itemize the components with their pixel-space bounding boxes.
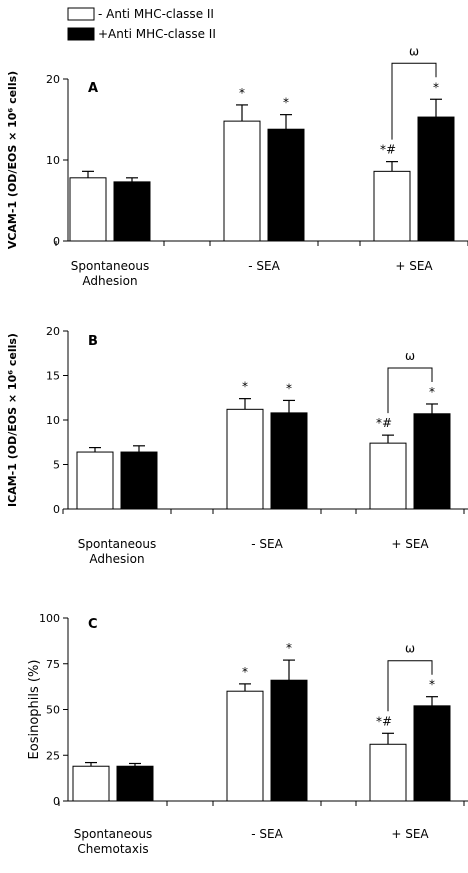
- bar: [116, 765, 154, 802]
- x-tick-label: - SEA: [251, 537, 283, 551]
- y-tick-label: 15: [46, 370, 60, 383]
- y-tick-label: 100: [39, 612, 60, 625]
- significance-marker: *: [433, 80, 439, 94]
- legend-label-open: - Anti MHC-classe II: [98, 7, 214, 21]
- panel-label: B: [88, 334, 98, 349]
- bar: [223, 120, 261, 242]
- significance-marker: *: [242, 665, 248, 679]
- legend-swatch-open: [67, 7, 95, 21]
- significance-marker: *: [286, 381, 292, 395]
- bar: [270, 412, 308, 510]
- bar: [413, 705, 451, 802]
- x-tick-label-line: Adhesion: [89, 552, 144, 566]
- bracket-label: ω: [405, 642, 415, 656]
- bar: [417, 116, 455, 242]
- significance-marker: *: [239, 86, 245, 100]
- comparison-bracket: [387, 367, 433, 414]
- panel-label: A: [88, 81, 98, 96]
- bar: [270, 679, 308, 802]
- significance-marker: *: [429, 385, 435, 399]
- x-tick-label: - SEA: [248, 259, 280, 273]
- bar: [226, 690, 264, 802]
- x-tick-label-line: - SEA: [248, 259, 280, 273]
- y-tick-label: 10: [46, 414, 60, 427]
- y-axis-title: VCAM-1 (OD/EOS × 10⁶ cells): [6, 71, 19, 249]
- y-tick-label: 25: [46, 749, 60, 762]
- bar: [226, 408, 264, 510]
- panel-label: C: [88, 617, 98, 632]
- bar: [267, 128, 305, 242]
- x-tick-label-line: + SEA: [391, 537, 429, 551]
- y-axis-title: Eosinophils (%): [27, 660, 42, 760]
- x-tick-label: + SEA: [391, 827, 429, 841]
- bar: [120, 451, 158, 510]
- x-tick-label-line: Spontaneous: [71, 259, 149, 273]
- x-tick-label: Spontaneous Chemotaxis: [74, 827, 152, 856]
- x-tick-label-line: Spontaneous: [78, 537, 156, 551]
- x-tick-label: Spontaneous Adhesion: [71, 259, 149, 288]
- x-tick-label: - SEA: [251, 827, 283, 841]
- legend-label-filled: +Anti MHC-classe II: [98, 27, 216, 41]
- significance-marker: *: [286, 641, 292, 655]
- significance-marker: *: [283, 96, 289, 110]
- x-tick-label-line: - SEA: [251, 537, 283, 551]
- comparison-bracket: [391, 62, 437, 140]
- x-tick-label-line: + SEA: [395, 259, 433, 273]
- bar: [76, 451, 114, 510]
- bar: [369, 442, 407, 510]
- x-tick-label-line: + SEA: [391, 827, 429, 841]
- bracket-label: ω: [405, 349, 415, 363]
- bar: [373, 170, 411, 242]
- comparison-bracket: [387, 660, 433, 712]
- x-tick-label-line: Chemotaxis: [77, 842, 148, 856]
- bar: [113, 181, 151, 242]
- bar: [72, 765, 110, 802]
- y-tick-label: 20: [46, 325, 60, 338]
- bar: [413, 413, 451, 510]
- x-tick-label: + SEA: [391, 537, 429, 551]
- bar: [69, 177, 107, 242]
- x-tick-label: + SEA: [395, 259, 433, 273]
- y-tick-label: 10: [46, 154, 60, 167]
- x-tick-label-line: Adhesion: [82, 274, 137, 288]
- significance-marker: *: [242, 380, 248, 394]
- significance-marker: *#: [376, 416, 392, 430]
- chart-panel-b: 0 5 10 15 20 B ICAM-1 (OD/EOS × 10⁶ cells) Spon…: [6, 325, 468, 566]
- legend: - Anti MHC-classe II +Anti MHC-classe II: [67, 7, 216, 41]
- significance-marker: *: [429, 678, 435, 692]
- chart-panel-a: 01020AVCAM-1 (OD/EOS × 10⁶ cells)Spontan…: [6, 44, 468, 288]
- legend-swatch-filled: [67, 27, 95, 41]
- significance-marker: *#: [380, 143, 396, 157]
- x-tick-label-line: Spontaneous: [74, 827, 152, 841]
- y-tick-label: 20: [46, 73, 60, 86]
- bracket-label: ω: [409, 44, 419, 58]
- y-tick-label: 75: [46, 658, 60, 671]
- y-tick-label: 5: [53, 459, 60, 472]
- y-tick-label: 50: [46, 704, 60, 717]
- y-tick-label: 0: [53, 503, 60, 516]
- x-tick-label: Spontaneous Adhesion: [78, 537, 156, 566]
- bar: [369, 743, 407, 802]
- chart-panel-c: 0 25 50 75 100 C Eosinophils (%) Spontaneous Che…: [27, 612, 468, 856]
- y-tick-label: 0: [53, 795, 60, 808]
- x-tick-label-line: - SEA: [251, 827, 283, 841]
- y-axis-title: ICAM-1 (OD/EOS × 10⁶ cells): [6, 333, 19, 507]
- significance-marker: *#: [376, 714, 392, 728]
